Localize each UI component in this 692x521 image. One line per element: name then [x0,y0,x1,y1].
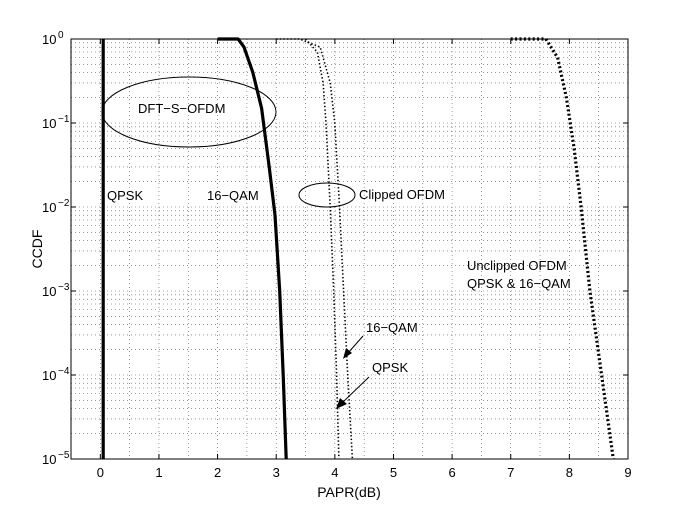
x-tick-label: 1 [155,465,162,480]
x-tick-label: 5 [390,465,397,480]
y-tick-label: 10 0 [42,30,64,47]
series-line-2 [217,37,288,460]
x-axis-label: PAPR(dB) [317,484,381,500]
qam-arrow-head [343,348,352,359]
x-tick-label: 0 [97,465,104,480]
y-tick-label-base: 10 [42,116,56,131]
y-tick-label-exponent: −3 [58,282,70,293]
y-tick-label: 10 −5 [42,450,70,467]
qam-arrow-label: 16−QAM [366,320,418,335]
qpsk-arrow-label: QPSK [372,360,408,375]
clipped-label: Clipped OFDM [359,187,445,202]
qam-arrow-line [347,335,364,354]
y-tick-label-base: 10 [42,200,56,215]
unclipped-label-line1: Unclipped OFDM [467,258,567,273]
y-tick-label-exponent: −4 [58,366,70,377]
x-tick-label: 3 [273,465,280,480]
qpsk-left-label: QPSK [107,188,143,203]
x-tick-label: 8 [566,465,573,480]
y-tick-label-base: 10 [42,32,56,47]
series-line-4 [276,38,354,460]
y-tick-label-base: 10 [42,284,56,299]
y-tick-label-base: 10 [42,452,56,467]
plot-frame [70,38,629,460]
annotations: DFT−S−OFDM QPSK 16−QAM Clipped OFDM Uncl… [101,76,571,409]
y-tick-label-exponent: −1 [58,114,70,125]
y-tick-label: 10 −1 [42,114,70,131]
series-line-3 [304,38,340,460]
x-tick-labels: 0 1 2 3 4 5 6 7 8 9 [97,465,632,480]
clipped-ellipse [298,182,356,208]
y-tick-label: 10 −3 [42,282,70,299]
x-tick-label: 9 [624,465,631,480]
qam-left-label: 16−QAM [207,188,259,203]
x-tick-label: 6 [448,465,455,480]
y-tick-label: 10 −2 [42,198,70,215]
y-tick-label-exponent: −2 [58,198,70,209]
dftsofdm-label: DFT−S−OFDM [138,101,225,116]
y-axis-label: CCDF [29,230,45,269]
unclipped-label-line2: QPSK & 16−QAM [467,276,571,291]
dftsofdm-ellipse [101,76,277,148]
qpsk-arrow-head [336,398,347,409]
grid-lines [71,39,628,459]
y-tick-label-base: 10 [42,368,56,383]
y-tick-label-exponent: −5 [58,450,70,461]
x-tick-label: 7 [507,465,514,480]
series-line-5 [510,37,615,460]
y-tick-label-exponent: 0 [58,30,64,41]
x-tick-label: 2 [214,465,221,480]
tick-marks [71,38,629,460]
data-series [101,37,615,460]
qpsk-arrow-line [342,376,370,403]
x-tick-label: 4 [331,465,338,480]
y-tick-label: 10 −4 [42,366,70,383]
